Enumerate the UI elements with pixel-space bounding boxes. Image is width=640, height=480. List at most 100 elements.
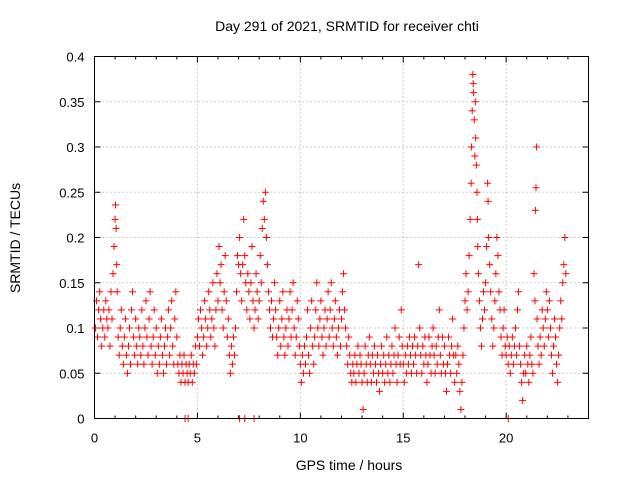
data-point bbox=[98, 342, 106, 350]
data-point bbox=[326, 306, 334, 314]
data-point bbox=[102, 297, 110, 305]
data-point bbox=[493, 234, 501, 241]
data-point bbox=[433, 360, 441, 368]
data-point bbox=[213, 270, 221, 278]
data-point bbox=[386, 378, 394, 386]
data-point bbox=[212, 306, 220, 314]
data-point bbox=[193, 333, 201, 341]
data-point bbox=[154, 342, 162, 350]
data-point bbox=[466, 215, 474, 223]
data-point bbox=[474, 270, 482, 278]
data-point bbox=[135, 324, 143, 332]
y-axis-label: SRMTID / TECUs bbox=[7, 183, 23, 293]
data-point bbox=[156, 333, 164, 341]
data-point bbox=[469, 71, 477, 79]
data-point bbox=[194, 315, 202, 323]
data-point bbox=[237, 270, 245, 278]
data-point bbox=[410, 360, 418, 368]
data-point bbox=[217, 261, 225, 269]
data-point bbox=[470, 89, 478, 97]
data-point bbox=[457, 405, 465, 413]
data-point bbox=[115, 351, 123, 359]
data-point bbox=[257, 279, 265, 287]
data-point bbox=[343, 342, 351, 350]
data-point bbox=[534, 342, 542, 350]
data-point bbox=[202, 315, 210, 323]
data-point bbox=[282, 324, 290, 332]
data-point bbox=[451, 378, 459, 386]
data-point bbox=[125, 324, 133, 332]
data-point bbox=[499, 324, 507, 332]
data-point bbox=[133, 342, 141, 350]
data-point bbox=[286, 288, 294, 296]
data-point bbox=[316, 315, 324, 323]
data-point bbox=[389, 369, 397, 377]
data-point bbox=[211, 342, 219, 350]
data-point bbox=[540, 342, 548, 350]
data-point bbox=[275, 324, 283, 332]
data-point bbox=[145, 315, 153, 323]
data-point bbox=[330, 315, 338, 323]
data-point bbox=[167, 324, 175, 332]
data-point bbox=[128, 306, 136, 314]
data-point bbox=[526, 351, 534, 359]
data-point bbox=[483, 243, 491, 251]
data-point bbox=[461, 297, 469, 305]
data-point bbox=[195, 342, 203, 350]
data-point bbox=[372, 378, 380, 386]
data-point bbox=[124, 342, 132, 350]
data-point bbox=[114, 333, 122, 341]
data-point bbox=[345, 333, 353, 341]
data-point bbox=[313, 279, 321, 287]
data-point bbox=[489, 342, 497, 350]
x-axis-label: GPS time / hours bbox=[296, 457, 403, 473]
data-point bbox=[418, 369, 426, 377]
data-point bbox=[146, 288, 154, 296]
data-point bbox=[454, 342, 462, 350]
data-point bbox=[247, 279, 255, 287]
data-point bbox=[431, 369, 439, 377]
data-point bbox=[255, 297, 263, 305]
data-point bbox=[130, 333, 138, 341]
data-point bbox=[192, 360, 200, 368]
data-point bbox=[500, 306, 508, 314]
data-point bbox=[203, 342, 211, 350]
data-point bbox=[273, 333, 281, 341]
data-point bbox=[311, 333, 319, 341]
data-point bbox=[228, 360, 236, 368]
data-point bbox=[558, 315, 566, 323]
data-point bbox=[312, 306, 320, 314]
data-point bbox=[234, 252, 242, 260]
data-point bbox=[352, 378, 360, 386]
data-point bbox=[163, 360, 171, 368]
data-point bbox=[445, 333, 453, 341]
data-point bbox=[106, 342, 114, 350]
data-point bbox=[314, 324, 322, 332]
data-point bbox=[113, 288, 121, 296]
data-point bbox=[532, 184, 540, 192]
data-point bbox=[219, 324, 227, 332]
data-point bbox=[463, 306, 471, 314]
data-point bbox=[425, 333, 433, 341]
data-point bbox=[149, 333, 157, 341]
data-point bbox=[303, 333, 311, 341]
data-point bbox=[127, 360, 135, 368]
data-point bbox=[491, 297, 499, 305]
data-point bbox=[241, 252, 249, 260]
data-point bbox=[492, 270, 500, 278]
x-tick-label: 15 bbox=[396, 431, 410, 446]
data-point bbox=[152, 324, 160, 332]
data-point bbox=[111, 201, 119, 209]
data-point bbox=[331, 297, 339, 305]
data-point bbox=[298, 351, 306, 359]
data-point bbox=[131, 351, 139, 359]
data-point bbox=[438, 333, 446, 341]
data-point bbox=[306, 369, 314, 377]
x-tick-label: 0 bbox=[91, 431, 98, 446]
data-point bbox=[336, 342, 344, 350]
data-point bbox=[292, 333, 300, 341]
data-point bbox=[245, 288, 253, 296]
data-point bbox=[290, 324, 298, 332]
data-point bbox=[536, 333, 544, 341]
